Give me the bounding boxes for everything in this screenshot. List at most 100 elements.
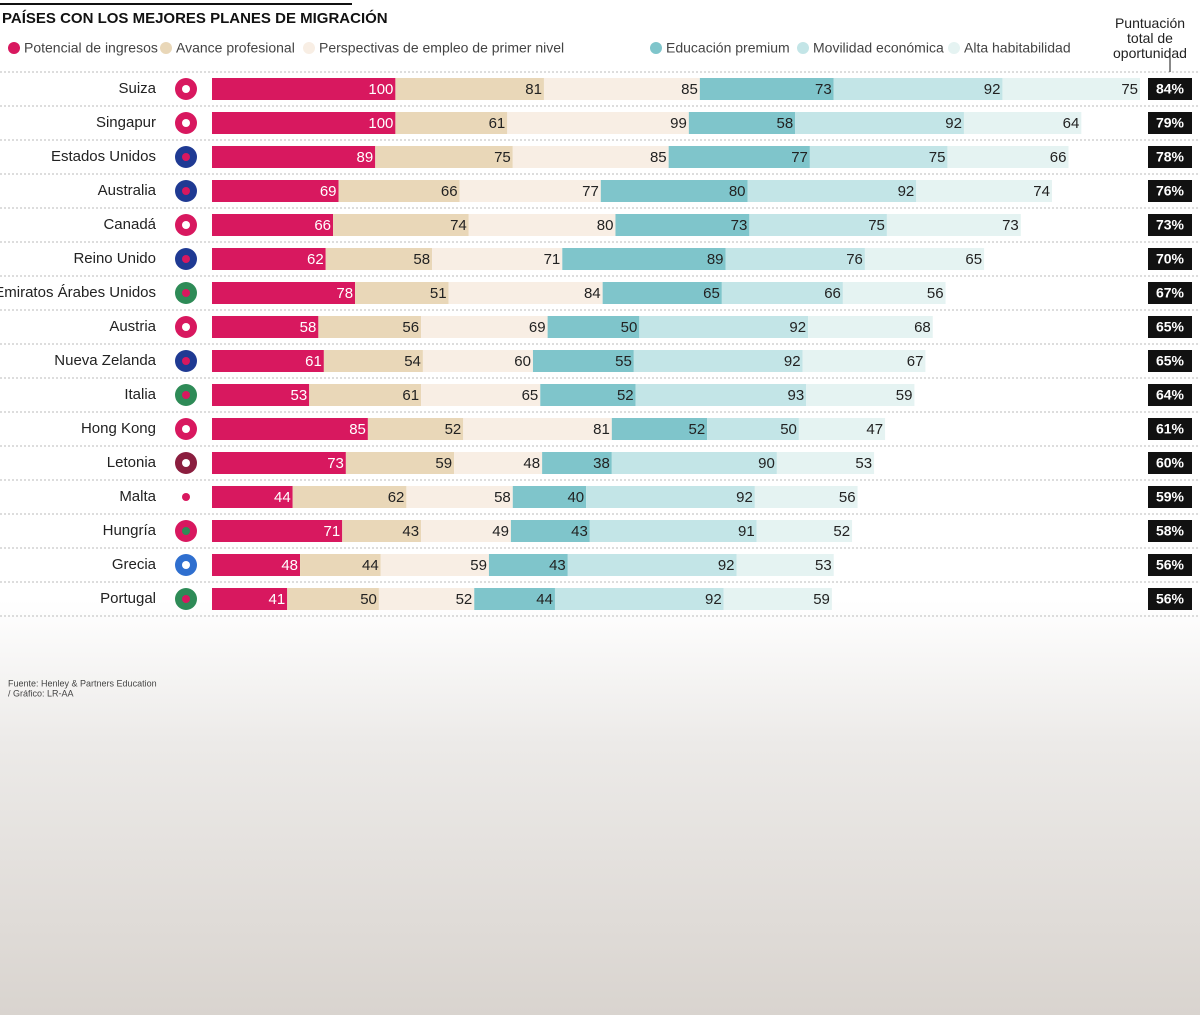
value-label: 71 bbox=[324, 523, 341, 540]
total-box bbox=[1148, 248, 1192, 270]
bar-segment bbox=[395, 78, 544, 100]
flag-detail bbox=[182, 187, 190, 195]
value-label: 58 bbox=[494, 489, 511, 506]
value-label: 54 bbox=[404, 353, 421, 370]
legend-label: Educación premium bbox=[666, 40, 790, 56]
bar-segment bbox=[212, 146, 376, 168]
bar-segment bbox=[287, 588, 379, 610]
bar-segment bbox=[395, 112, 508, 134]
category-label: Letonia bbox=[107, 454, 157, 471]
category-label: Canadá bbox=[103, 216, 156, 233]
value-label: 73 bbox=[1002, 217, 1019, 234]
total-label: 58% bbox=[1156, 523, 1185, 539]
value-label: 80 bbox=[729, 183, 746, 200]
bar-segment bbox=[723, 588, 832, 610]
legend-swatch bbox=[160, 42, 172, 54]
total-label: 56% bbox=[1156, 591, 1185, 607]
value-label: 66 bbox=[314, 217, 331, 234]
total-label: 64% bbox=[1156, 387, 1185, 403]
flag-detail bbox=[182, 459, 190, 467]
value-label: 51 bbox=[430, 285, 447, 302]
value-label: 50 bbox=[621, 319, 638, 336]
bar-segment bbox=[468, 214, 616, 236]
bar-segment bbox=[333, 214, 469, 236]
value-label: 59 bbox=[470, 557, 487, 574]
bar-segment bbox=[507, 112, 689, 134]
total-box bbox=[1148, 180, 1192, 202]
bar-segment bbox=[540, 384, 636, 406]
value-label: 53 bbox=[291, 387, 308, 404]
total-box bbox=[1148, 316, 1192, 338]
total-box bbox=[1148, 418, 1192, 440]
bar-segment bbox=[448, 282, 603, 304]
chart-title: PAÍSES CON LOS MEJORES PLANES DE MIGRACI… bbox=[2, 9, 388, 27]
bar-segment bbox=[1002, 78, 1141, 100]
bar-segment bbox=[749, 214, 887, 236]
value-label: 56 bbox=[402, 319, 419, 336]
category-label: Suiza bbox=[118, 80, 156, 97]
bar-segment bbox=[375, 146, 513, 168]
category-label: Malta bbox=[119, 488, 156, 505]
value-label: 73 bbox=[731, 217, 748, 234]
source: / Gráfico: LR-AA bbox=[8, 688, 74, 698]
value-label: 92 bbox=[718, 557, 735, 574]
bar-segment bbox=[323, 350, 423, 372]
bar-segment bbox=[635, 384, 807, 406]
value-label: 44 bbox=[362, 557, 379, 574]
legend-label: Avance profesional bbox=[176, 40, 295, 56]
value-label: 52 bbox=[456, 591, 473, 608]
bar-segment bbox=[212, 554, 301, 576]
bar-segment bbox=[589, 520, 757, 542]
total-label: 65% bbox=[1156, 319, 1185, 335]
bar-segment bbox=[600, 180, 748, 202]
value-label: 48 bbox=[281, 557, 298, 574]
total-label: 79% bbox=[1156, 115, 1185, 131]
bar-segment bbox=[212, 418, 368, 440]
legend-label: Movilidad económica bbox=[813, 40, 944, 56]
total-box bbox=[1148, 452, 1192, 474]
value-label: 56 bbox=[927, 285, 944, 302]
value-label: 50 bbox=[780, 421, 797, 438]
value-label: 92 bbox=[784, 353, 801, 370]
category-label: Hong Kong bbox=[81, 420, 156, 437]
bar-segment bbox=[212, 350, 324, 372]
bar-segment bbox=[367, 418, 464, 440]
bar-segment bbox=[586, 486, 755, 508]
category-label: Estados Unidos bbox=[51, 148, 156, 165]
value-label: 75 bbox=[494, 149, 511, 166]
bar-segment bbox=[699, 78, 834, 100]
bar-segment bbox=[378, 588, 475, 610]
bar-segment bbox=[212, 248, 326, 270]
value-label: 52 bbox=[688, 421, 705, 438]
category-label: Singapur bbox=[96, 114, 156, 131]
bar-segment bbox=[562, 248, 726, 270]
category-label: Hungría bbox=[103, 522, 157, 539]
value-label: 73 bbox=[327, 455, 344, 472]
value-label: 58 bbox=[777, 115, 794, 132]
bar-segment bbox=[754, 486, 858, 508]
value-label: 65 bbox=[703, 285, 720, 302]
bar-segment bbox=[432, 248, 563, 270]
value-label: 69 bbox=[529, 319, 546, 336]
bar-segment bbox=[345, 452, 455, 474]
bar-segment bbox=[318, 316, 422, 338]
total-header: Puntuación total de oportunidad bbox=[1113, 15, 1187, 61]
bar-segment bbox=[212, 112, 396, 134]
bar-segment bbox=[300, 554, 381, 576]
value-label: 58 bbox=[300, 319, 317, 336]
value-label: 89 bbox=[707, 251, 724, 268]
value-label: 90 bbox=[758, 455, 775, 472]
bar-segment bbox=[721, 282, 843, 304]
value-label: 41 bbox=[269, 591, 286, 608]
value-label: 100 bbox=[368, 81, 393, 98]
total-box bbox=[1148, 350, 1192, 372]
total-box bbox=[1148, 214, 1192, 236]
legend-label: Potencial de ingresos bbox=[24, 40, 158, 56]
value-label: 73 bbox=[815, 81, 832, 98]
bar-segment bbox=[611, 452, 777, 474]
bar-segment bbox=[725, 248, 865, 270]
bar-segment bbox=[611, 418, 708, 440]
value-label: 75 bbox=[1121, 81, 1138, 98]
bar-segment bbox=[422, 350, 533, 372]
category-label: Nueva Zelanda bbox=[54, 352, 156, 369]
